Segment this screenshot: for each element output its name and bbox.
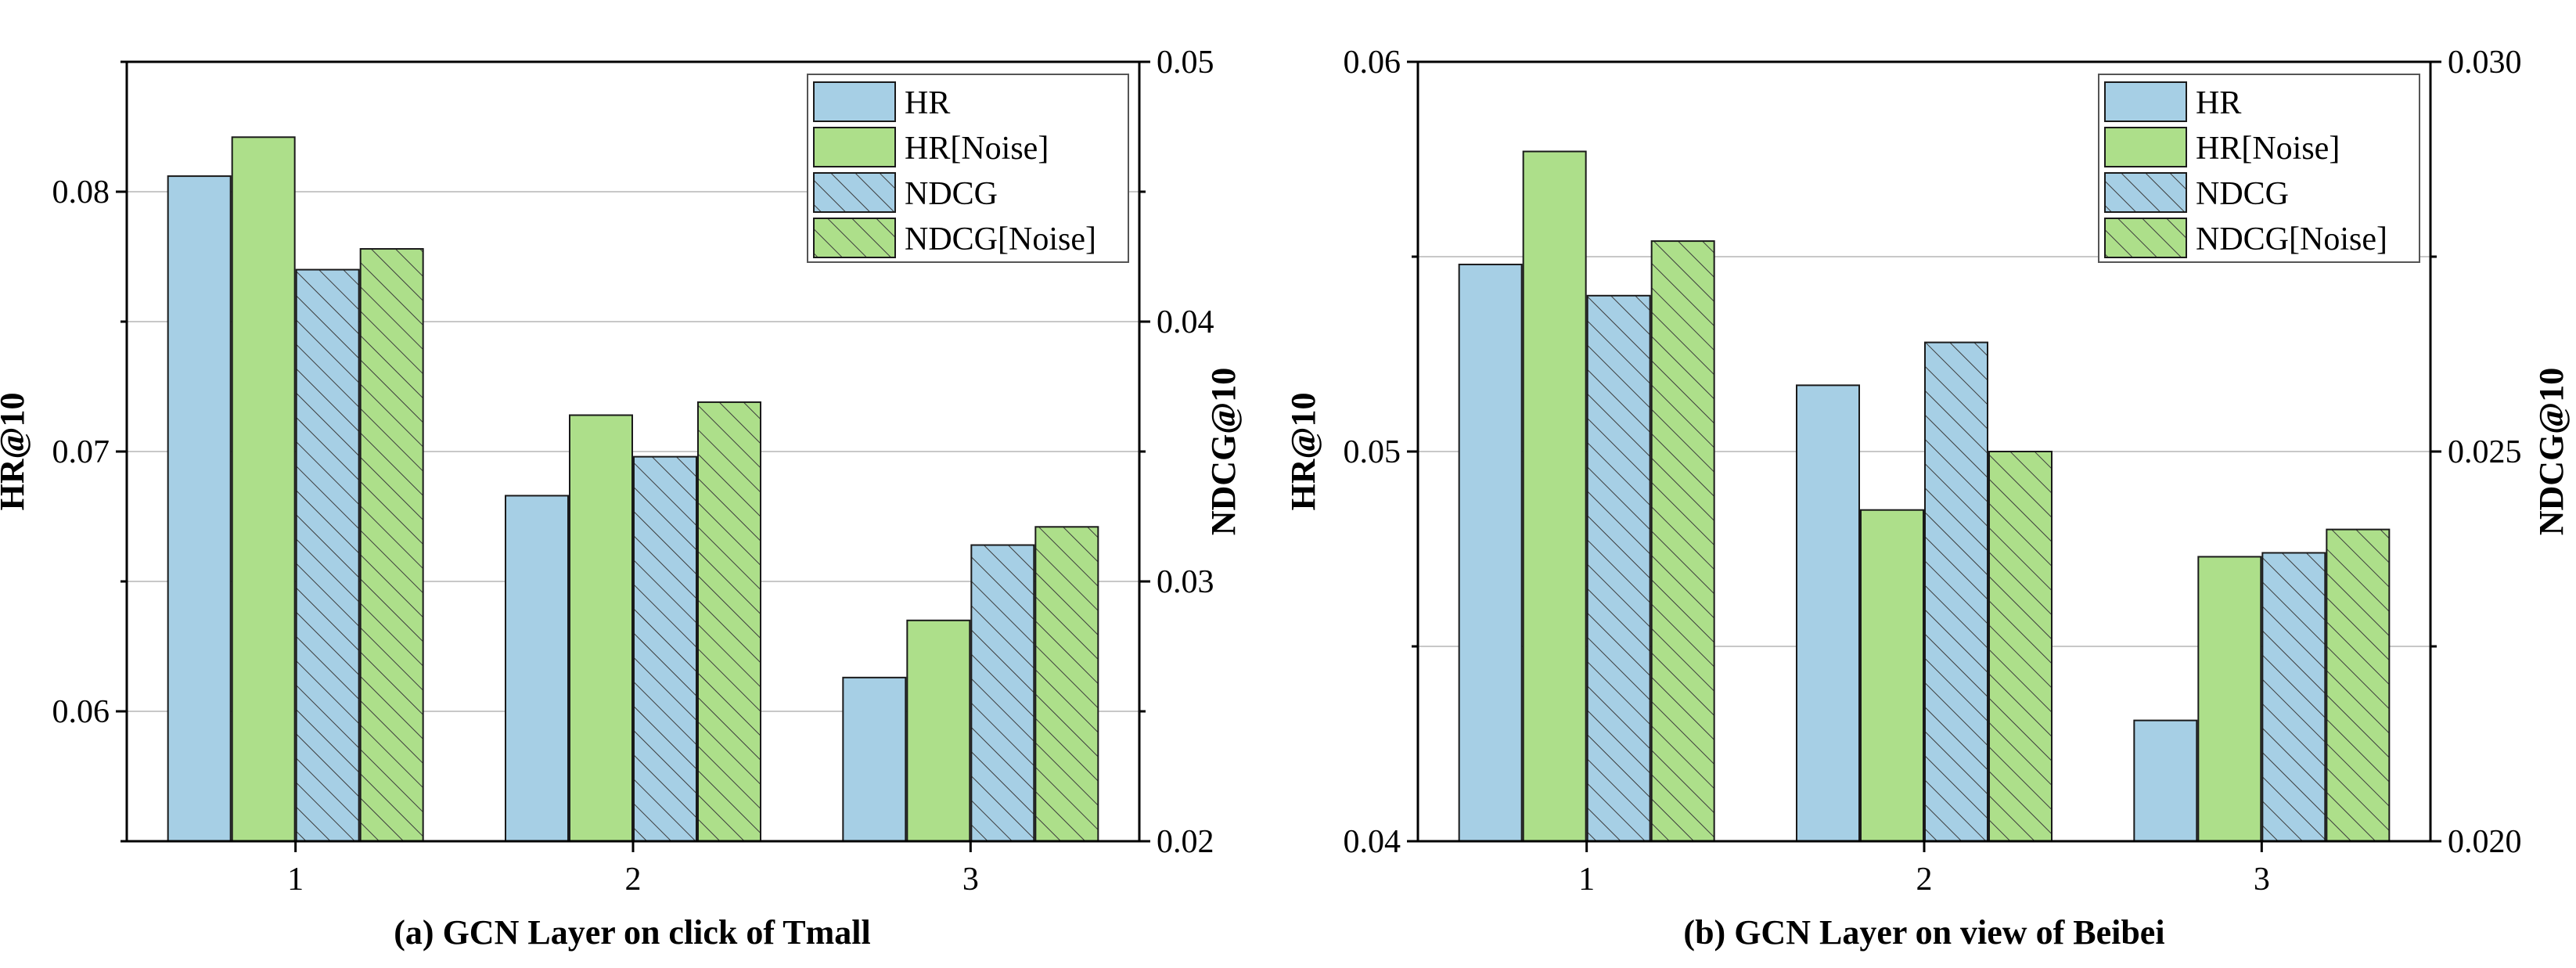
x-tick-label: 3 (2254, 862, 2270, 898)
left-tick-label: 0.08 (52, 175, 110, 211)
legend-swatch (2104, 218, 2187, 258)
bar-hr-1 (1458, 263, 1523, 842)
legend: HR HR[Noise] NDCG NDCG[Noise] (807, 74, 1129, 263)
bar-ndcg-noise-3 (1034, 526, 1099, 843)
chart-caption: (b) GCN Layer on view of Beibei (1683, 913, 2164, 952)
bar-hr-3 (2133, 719, 2198, 842)
y-axis-title-left: HR@10 (0, 393, 31, 511)
bar-hr-1 (167, 175, 232, 842)
legend-label: NDCG[Noise] (2196, 221, 2387, 257)
legend: HR HR[Noise] NDCG NDCG[Noise] (2098, 74, 2420, 263)
legend-swatch (813, 81, 896, 122)
left-tick-label: 0.05 (1344, 434, 1401, 470)
legend-label: NDCG (2196, 176, 2289, 212)
bar-hr-noise-2 (569, 414, 633, 842)
right-tick-label: 0.02 (1157, 824, 1214, 860)
bar-hr-3 (842, 676, 907, 843)
y-axis-title-right: NDCG@10 (2532, 368, 2571, 535)
bar-ndcg-3 (2261, 552, 2326, 842)
right-tick-label: 0.03 (1157, 564, 1214, 600)
bar-hr-2 (505, 495, 569, 842)
legend-swatch (2104, 172, 2187, 213)
bar-hr-noise-1 (231, 136, 296, 842)
left-tick-label: 0.06 (1344, 45, 1401, 81)
bar-hr-2 (1796, 384, 1860, 842)
legend-label: NDCG (905, 176, 998, 212)
left-tick-label: 0.04 (1344, 824, 1401, 860)
bar-hr-noise-3 (2197, 556, 2262, 843)
left-tick-label: 0.06 (52, 694, 110, 730)
x-tick-label: 1 (287, 862, 304, 898)
legend-label: HR (2196, 85, 2241, 121)
legend-swatch (813, 127, 896, 167)
bar-ndcg-3 (970, 544, 1035, 843)
bar-hr-noise-3 (906, 619, 971, 842)
bars (1458, 150, 2391, 843)
x-tick-label: 2 (625, 862, 642, 898)
x-tick-label: 2 (1916, 862, 1933, 898)
bars (167, 136, 1099, 843)
y-axis-title-right: NDCG@10 (1204, 368, 1243, 535)
legend-label: NDCG[Noise] (905, 221, 1096, 257)
legend-swatch (813, 218, 896, 258)
x-tick-label: 1 (1578, 862, 1595, 898)
legend-label: HR (905, 85, 950, 121)
legend-label: HR[Noise] (905, 131, 1049, 167)
bar-ndcg-1 (295, 268, 360, 843)
chart-caption: (a) GCN Layer on click of Tmall (394, 913, 870, 952)
bar-ndcg-noise-3 (2326, 528, 2391, 842)
right-tick-label: 0.05 (1157, 45, 1214, 81)
chart-panel-a: 0.06 0.07 0.08 0.02 0.03 0.04 0.05 1 2 3 HR@10 NDCG… (0, 45, 1243, 952)
y-axis-title-left: HR@10 (1284, 393, 1322, 511)
right-tick-label: 0.04 (1157, 304, 1214, 340)
legend-label: HR[Noise] (2196, 131, 2340, 167)
bar-ndcg-1 (1586, 294, 1651, 842)
x-tick-label: 3 (962, 862, 979, 898)
bar-ndcg-2 (1924, 341, 1988, 842)
right-tick-label: 0.030 (2448, 45, 2522, 81)
bar-hr-noise-2 (1860, 509, 1924, 842)
right-tick-label: 0.025 (2448, 434, 2522, 470)
legend-swatch (2104, 81, 2187, 122)
legend-swatch (2104, 127, 2187, 167)
bar-ndcg-noise-1 (1650, 240, 1715, 842)
legend-swatch (813, 172, 896, 213)
bar-ndcg-noise-1 (359, 248, 424, 843)
bar-ndcg-noise-2 (697, 401, 761, 842)
chart-panel-b: 0.04 0.05 0.06 0.020 0.025 0.030 1 2 3 HR@10 NDCG@… (1284, 45, 2571, 952)
bar-ndcg-2 (633, 455, 697, 842)
bar-hr-noise-1 (1522, 150, 1587, 843)
left-tick-label: 0.07 (52, 434, 110, 470)
right-tick-label: 0.020 (2448, 824, 2522, 860)
bar-ndcg-noise-2 (1988, 451, 2053, 842)
